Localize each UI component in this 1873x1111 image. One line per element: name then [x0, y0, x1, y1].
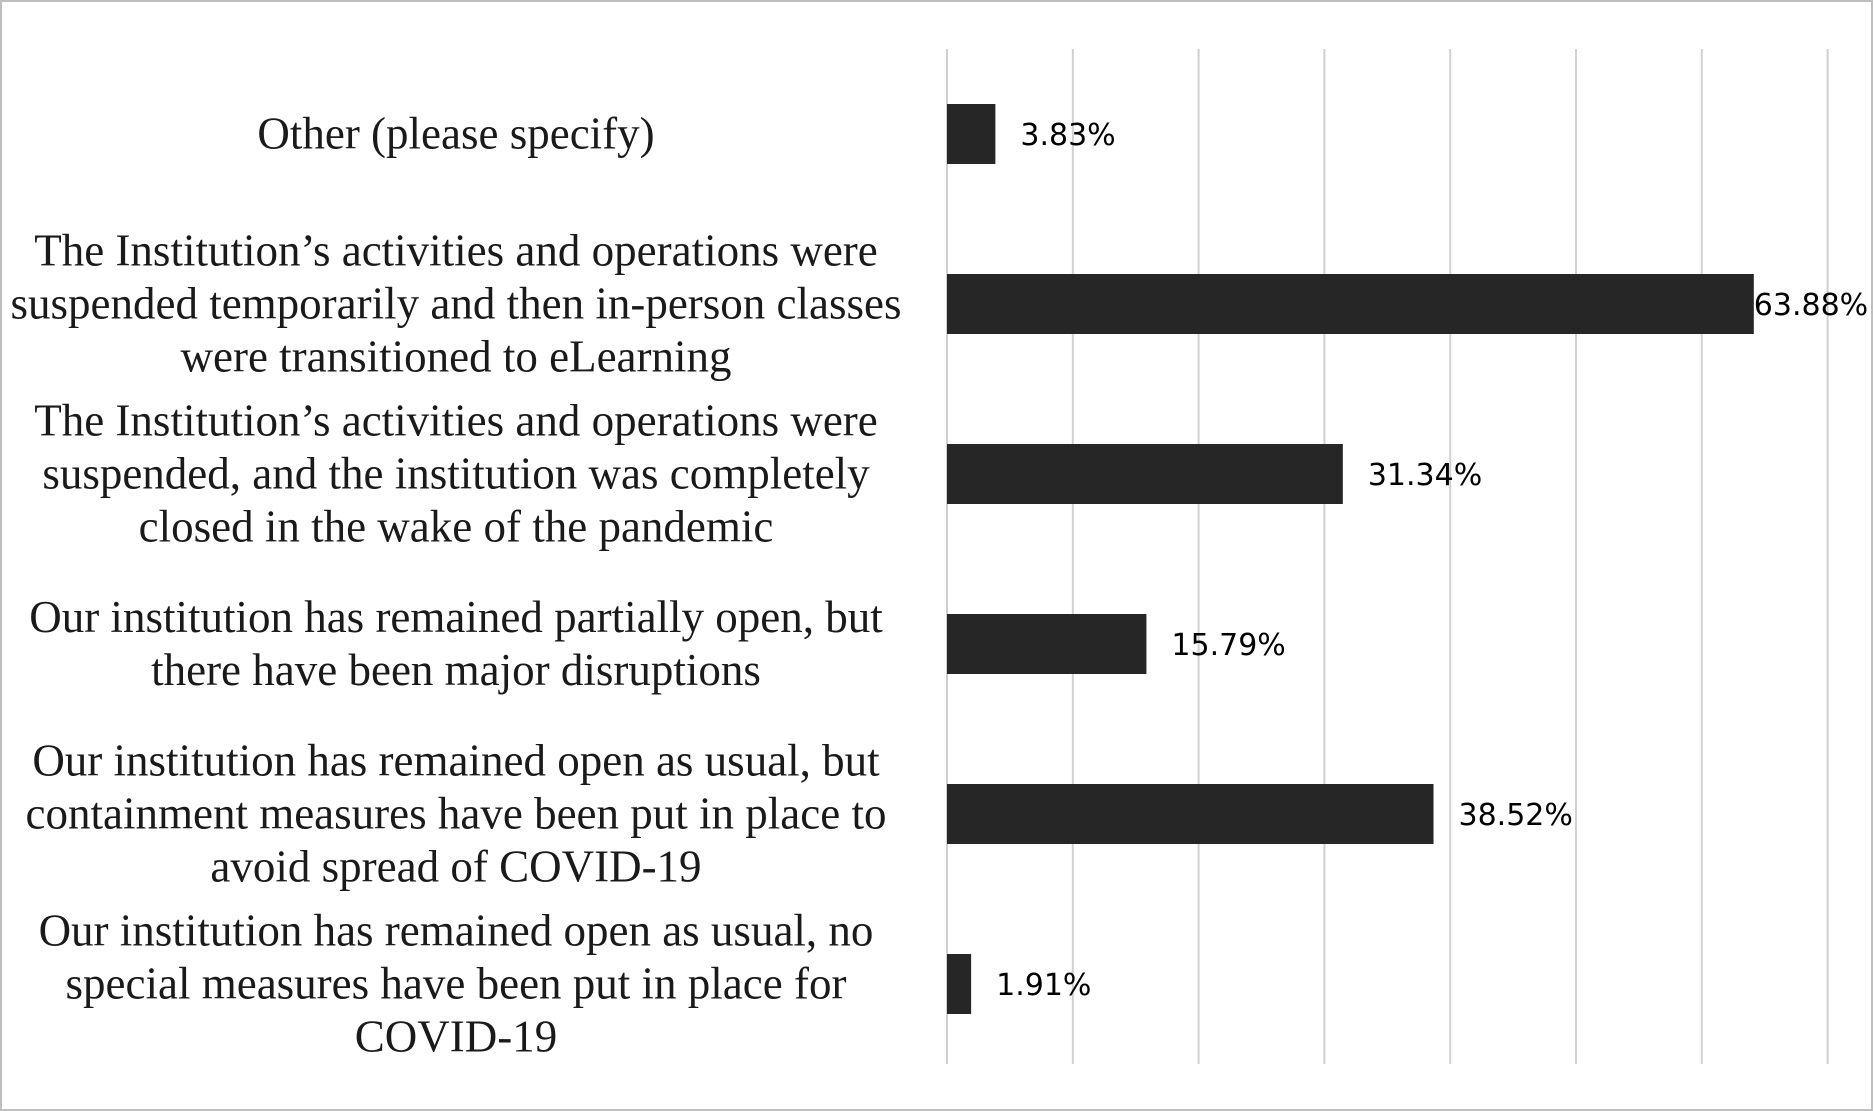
value-label-4: 38.52%	[1459, 798, 1573, 833]
bar-4	[947, 784, 1434, 844]
category-label-5: Our institution has remained open as usu…	[38, 905, 874, 1062]
bar-0	[947, 104, 996, 164]
bar-5	[947, 954, 972, 1014]
bar-3	[947, 614, 1147, 674]
category-label-3: Our institution has remained partially o…	[29, 592, 883, 695]
category-label-1: The Institution’s activities and operati…	[10, 225, 902, 382]
value-label-0: 3.83%	[1020, 118, 1115, 153]
value-label-2: 31.34%	[1368, 458, 1482, 493]
category-label-4: Our institution has remained open as usu…	[25, 735, 887, 892]
value-label-5: 1.91%	[996, 968, 1091, 1003]
category-label-2: The Institution’s activities and operati…	[34, 395, 878, 552]
value-label-1: 63.88%	[1754, 288, 1868, 323]
value-label-3: 15.79%	[1171, 628, 1285, 663]
category-label-0: Other (please specify)	[257, 108, 655, 159]
bar-1	[947, 274, 1754, 334]
bar-2	[947, 444, 1343, 504]
